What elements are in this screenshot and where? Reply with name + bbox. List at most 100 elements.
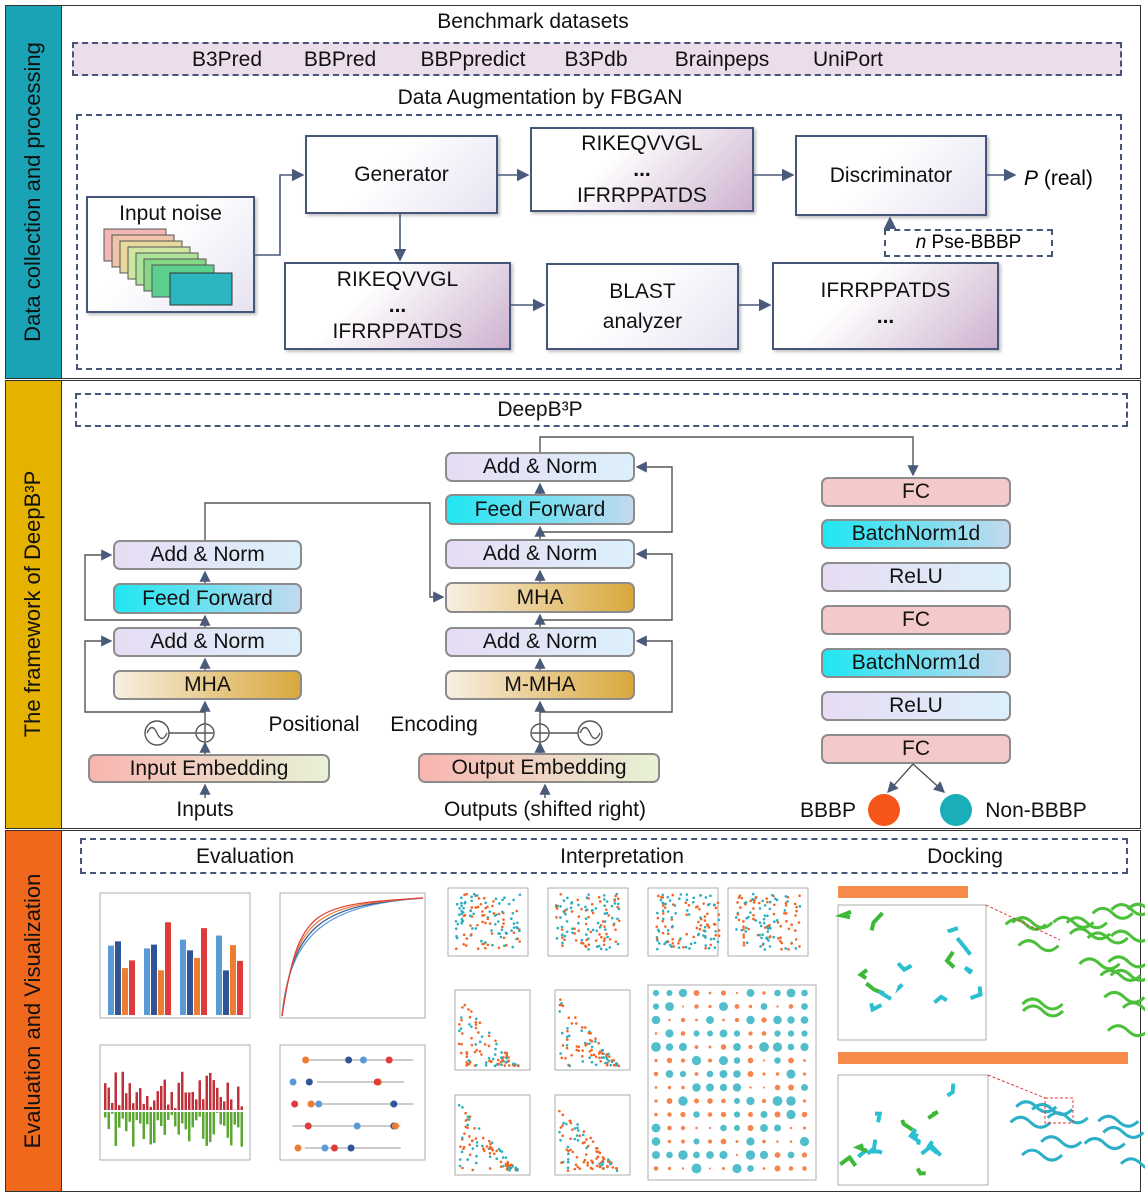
thumb-shape — [765, 897, 768, 900]
dataset: Brainpeps — [674, 48, 770, 71]
thumb-shape — [603, 920, 607, 923]
thumb-shape — [679, 1070, 687, 1078]
thumb-shape — [787, 1030, 795, 1037]
thumb-shape — [712, 937, 716, 941]
thumb-shape — [559, 1126, 563, 1129]
thumb-shape — [577, 1049, 581, 1053]
sidebar — [5, 830, 62, 1192]
thumb-shape — [795, 905, 798, 909]
thumb-shape — [237, 1112, 240, 1128]
thumb-shape — [563, 909, 567, 912]
thumb-shape — [454, 927, 458, 930]
thumb-shape — [481, 1144, 484, 1148]
thumb-shape — [787, 947, 790, 951]
thumb-shape — [598, 1162, 601, 1166]
thumb-shape — [695, 1018, 698, 1022]
thumb-shape — [733, 1070, 741, 1078]
thumb-shape — [497, 932, 500, 935]
thumb-shape — [233, 1112, 236, 1125]
thumb-shape — [748, 1031, 753, 1036]
thumb-shape — [151, 944, 157, 1015]
thumb-shape — [508, 1169, 511, 1172]
thumb-shape — [577, 1129, 580, 1132]
thumb-shape — [600, 1056, 604, 1059]
thumb-shape — [460, 901, 463, 905]
ellipsis: ... — [876, 305, 895, 328]
thumb-shape — [589, 930, 593, 934]
thumb-shape — [762, 921, 766, 925]
thumb-shape — [671, 941, 675, 945]
thumb-shape — [515, 926, 519, 929]
thumb-shape — [652, 989, 660, 997]
thumb-shape — [484, 1064, 488, 1067]
thumb-shape — [734, 1004, 740, 1009]
thumb-shape — [158, 970, 164, 1015]
thumb-shape — [385, 1056, 393, 1064]
thumb-shape — [598, 1056, 601, 1060]
thumb-shape — [733, 1043, 741, 1051]
thumb-shape — [659, 898, 663, 902]
thumb-shape — [502, 1056, 505, 1059]
thumb-shape — [570, 910, 574, 913]
thumb-shape — [685, 893, 689, 896]
thumb-shape — [605, 932, 608, 936]
thumb-shape — [762, 1086, 766, 1089]
thumb-shape — [589, 1038, 592, 1042]
thumb-shape — [671, 903, 675, 906]
thumb-shape — [647, 984, 817, 1181]
thumb-shape — [693, 1098, 700, 1104]
thumb-shape — [144, 948, 150, 1015]
thumb-shape — [492, 912, 496, 915]
thumb-shape — [507, 1064, 511, 1067]
thumb-shape — [562, 1121, 565, 1125]
thumb-shape — [749, 911, 752, 914]
thumb-shape — [698, 927, 702, 931]
head-layer: FC — [821, 734, 1011, 764]
thumb-shape — [666, 940, 670, 944]
thumb-shape — [660, 895, 663, 899]
thumb-shape — [505, 1056, 508, 1060]
thumb-shape — [783, 912, 786, 915]
thumb-shape — [759, 945, 762, 948]
thumb-shape — [752, 917, 755, 921]
output: P (real) — [1024, 167, 1093, 191]
thumb-shape — [565, 1046, 569, 1050]
thumb-shape — [786, 1109, 796, 1120]
thumb-shape — [787, 1016, 795, 1024]
thumb-shape — [1107, 955, 1145, 969]
thumb-shape — [720, 1124, 727, 1132]
thumb-shape — [800, 1042, 809, 1052]
thumb-shape — [575, 1045, 579, 1048]
thumb-shape — [562, 899, 566, 902]
thumb-shape — [739, 906, 742, 909]
thumb-shape — [495, 1042, 498, 1046]
thumb-shape — [321, 1144, 329, 1152]
thumb-shape — [512, 926, 516, 929]
thumb-shape — [612, 923, 615, 927]
thumb-shape — [709, 943, 713, 947]
thumb-shape — [605, 1063, 609, 1067]
thumb-shape — [714, 933, 718, 937]
thumb-shape — [985, 904, 1061, 941]
thumb-shape — [457, 1029, 461, 1033]
thumb-shape — [693, 1111, 700, 1118]
embedding: Input Embedding — [88, 754, 330, 783]
thumb-shape — [487, 1056, 491, 1060]
thumb-shape — [202, 1099, 205, 1110]
thumb-shape — [685, 909, 689, 912]
thumb-shape — [737, 896, 741, 899]
thumb-shape — [735, 1139, 739, 1144]
thumb-shape — [198, 1080, 201, 1110]
thumb-shape — [566, 1158, 570, 1161]
thumb-shape — [466, 1126, 469, 1130]
thumb-shape — [654, 1032, 658, 1035]
thumb-shape — [608, 1055, 611, 1058]
thumb-shape — [121, 1112, 124, 1119]
thumb-shape — [680, 1031, 686, 1036]
thumb-shape — [785, 912, 788, 915]
thumb-shape — [499, 1160, 503, 1164]
thumb-shape — [718, 1055, 729, 1066]
thumb-shape — [484, 906, 488, 910]
thumb-shape — [699, 916, 702, 920]
thumb-shape — [576, 1165, 580, 1169]
